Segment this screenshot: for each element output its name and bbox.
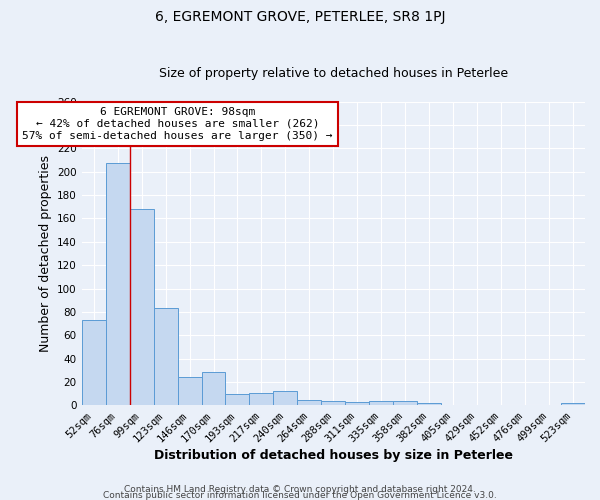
Bar [393, 401, 417, 406]
Bar [178, 378, 202, 406]
Text: 6 EGREMONT GROVE: 98sqm
← 42% of detached houses are smaller (262)
57% of semi-d: 6 EGREMONT GROVE: 98sqm ← 42% of detache… [22, 108, 333, 140]
Text: Contains public sector information licensed under the Open Government Licence v3: Contains public sector information licen… [103, 490, 497, 500]
Title: Size of property relative to detached houses in Peterlee: Size of property relative to detached ho… [159, 66, 508, 80]
Bar [202, 372, 226, 406]
Bar [250, 392, 274, 406]
Bar [322, 401, 346, 406]
Bar [274, 392, 298, 406]
Bar [561, 403, 585, 406]
Bar [346, 402, 369, 406]
Text: 6, EGREMONT GROVE, PETERLEE, SR8 1PJ: 6, EGREMONT GROVE, PETERLEE, SR8 1PJ [155, 10, 445, 24]
X-axis label: Distribution of detached houses by size in Peterlee: Distribution of detached houses by size … [154, 450, 513, 462]
Bar [154, 308, 178, 406]
Bar [106, 164, 130, 406]
Bar [417, 403, 441, 406]
Y-axis label: Number of detached properties: Number of detached properties [38, 155, 52, 352]
Bar [130, 209, 154, 406]
Text: Contains HM Land Registry data © Crown copyright and database right 2024.: Contains HM Land Registry data © Crown c… [124, 485, 476, 494]
Bar [82, 320, 106, 406]
Bar [298, 400, 322, 406]
Bar [226, 394, 250, 406]
Bar [369, 401, 393, 406]
